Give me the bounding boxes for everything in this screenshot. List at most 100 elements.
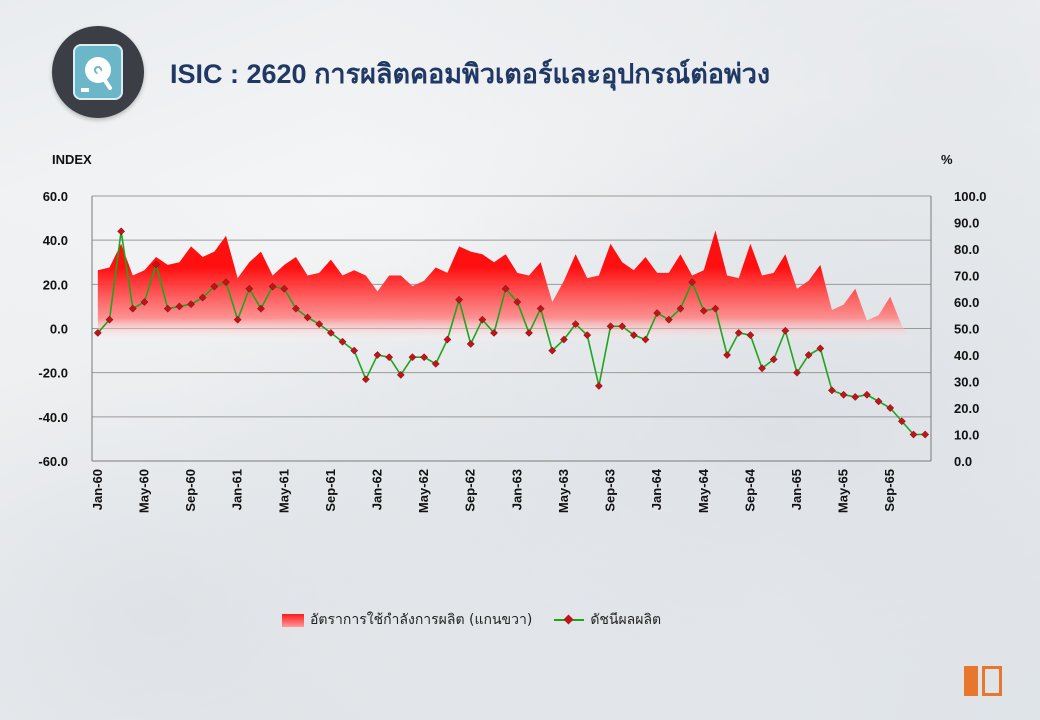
index-point [758,364,766,373]
index-point [734,328,743,337]
right-tick-label: 40.0 [954,348,979,363]
right-tick-label: 60.0 [954,295,979,310]
index-point [431,359,440,368]
legend-label-index: ดัชนีผลผลิต [590,612,662,628]
index-point [117,227,126,236]
index-point [781,326,790,335]
index-point [128,304,137,313]
index-point [536,304,545,313]
left-tick-label: 0.0 [50,322,68,337]
index-point [257,304,265,313]
index-point [245,284,254,293]
index-point [641,335,650,344]
index-point [175,302,184,311]
index-point [862,390,871,399]
legend-item-index: ดัชนีผลผลิต [554,609,661,631]
left-tick-label: -40.0 [38,410,68,425]
index-point [886,404,895,412]
index-point [525,328,533,337]
legend-area-swatch [282,613,304,627]
x-tick-label: Sep-60 [183,469,198,512]
index-point [513,298,522,306]
index-point [338,337,347,346]
x-tick-label: Jan-64 [649,468,664,510]
x-tick-label: May-63 [556,469,571,513]
index-point [350,346,359,355]
index-point [373,351,382,359]
x-tick-label: May-62 [416,469,431,513]
legend-item-capacity: อัตราการใช้กำลังการผลิต (แกนขวา) [282,609,532,631]
index-point [606,322,615,331]
index-point [583,331,592,340]
index-point [618,322,627,331]
index-point [326,328,335,337]
index-point [478,315,487,324]
index-point [804,351,813,359]
index-point [711,304,720,313]
index-point [571,320,580,329]
left-tick-label: -20.0 [38,366,68,381]
right-tick-label: 70.0 [954,269,979,284]
left-tick-label: 60.0 [43,189,68,204]
index-point [268,282,277,291]
legend-line-swatch [554,614,585,626]
index-point [233,315,242,324]
index-point [921,430,930,439]
index-point [851,393,860,401]
index-point [361,375,370,384]
index-point [501,284,510,293]
right-axis-title: % [941,152,953,167]
x-tick-label: May-60 [136,469,151,513]
x-tick-label: Sep-63 [603,469,618,512]
x-tick-label: Sep-65 [882,469,897,512]
left-tick-label: 40.0 [43,233,68,248]
index-point [816,344,825,353]
index-point [396,370,405,379]
index-point [152,260,161,269]
x-tick-label: May-65 [836,469,851,513]
index-point [303,313,312,322]
index-point [548,346,557,355]
x-tick-label: Jan-60 [90,469,105,510]
index-point [688,278,697,287]
index-point [222,278,230,287]
index-point [443,335,452,344]
index-point [793,368,801,377]
x-tick-label: Sep-64 [742,468,757,511]
index-point [827,386,836,395]
right-tick-label: 10.0 [954,428,979,443]
index-point [466,340,475,348]
right-tick-label: 20.0 [954,401,979,416]
index-point [909,430,918,439]
left-axis-title: INDEX [52,152,92,167]
left-tick-label: 20.0 [43,277,68,292]
index-point [723,351,732,359]
legend: อัตราการใช้กำลังการผลิต (แกนขวา) ดัชนีผล… [282,609,661,631]
x-tick-label: Jan-62 [369,469,384,510]
index-point [897,417,906,426]
x-tick-label: Jan-61 [230,469,245,510]
right-tick-label: 80.0 [954,242,979,257]
x-tick-label: Sep-62 [463,469,478,512]
x-tick-label: Jan-65 [789,469,804,510]
x-tick-label: Sep-61 [323,469,338,512]
index-point [163,304,172,313]
index-point [291,304,300,313]
right-tick-label: 0.0 [954,454,972,469]
page-title: ISIC : 2620 การผลิตคอมพิวเตอร์และอุปกรณ์… [170,59,771,89]
legend-label-capacity: อัตราการใช้กำลังการผลิต (แกนขวา) [310,612,533,628]
index-point [187,300,196,309]
index-line-series [97,231,926,436]
index-point [769,355,778,364]
index-point [210,282,219,291]
index-point [408,353,417,362]
index-point [653,309,662,317]
index-point [315,320,324,329]
index-point [699,306,708,315]
right-tick-label: 100.0 [954,189,987,204]
right-tick-label: 50.0 [954,322,979,337]
index-point [105,315,114,324]
x-tick-label: May-64 [696,468,711,513]
index-point [594,381,603,390]
